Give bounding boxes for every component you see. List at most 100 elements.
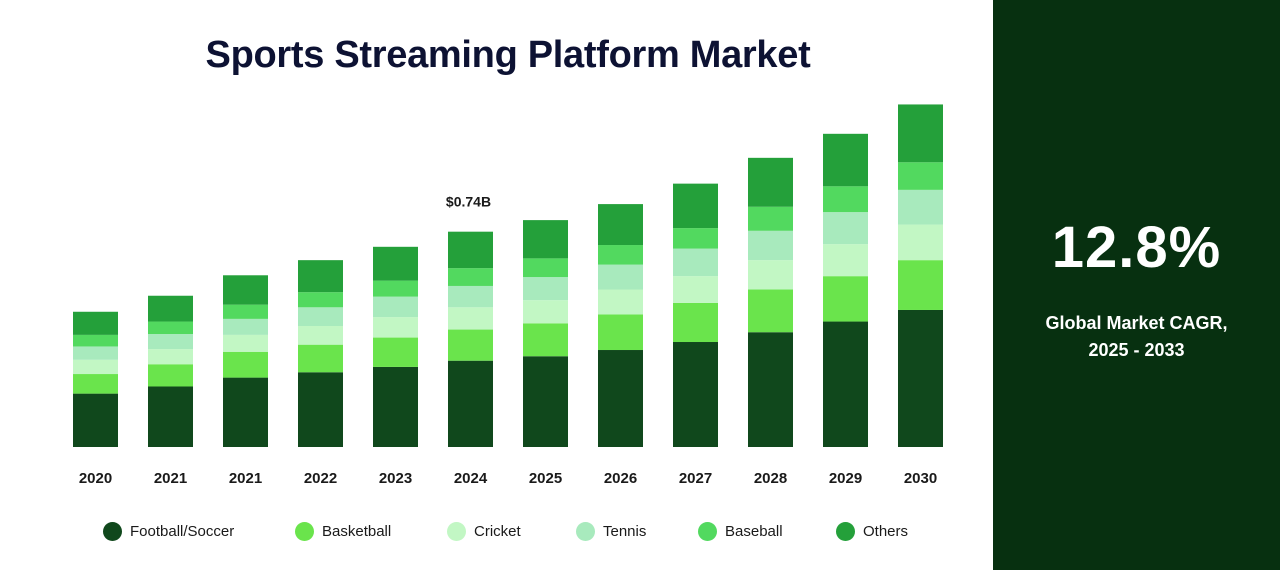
x-tick-label-4: 2023 <box>379 470 412 487</box>
x-tick-label-5: 2024 <box>454 470 488 487</box>
bar-segment-tennis-1 <box>148 334 193 350</box>
bar-segment-tennis-3 <box>298 307 343 326</box>
bar-segment-football-soccer-3 <box>298 372 343 447</box>
legend-swatch-others <box>836 521 855 541</box>
bar-segment-others-1 <box>148 295 193 322</box>
bar-segment-baseball-3 <box>298 292 343 308</box>
x-tick-label-11: 2030 <box>904 470 937 487</box>
stacked-bar-chart: 2020 2021 2021 2022 2023 2024 $0.74B 2025 2026 20… <box>73 104 943 487</box>
bar-segment-basketball-11 <box>898 260 943 310</box>
bar-segment-football-soccer-9 <box>748 332 793 447</box>
bar-segment-baseball-4 <box>373 280 418 297</box>
bar-segment-tennis-0 <box>73 346 118 360</box>
bar-segment-others-9 <box>748 157 793 207</box>
bar-segment-basketball-4 <box>373 337 418 367</box>
x-tick-label-1: 2021 <box>154 470 187 487</box>
bar-segment-tennis-10 <box>823 212 868 245</box>
legend-label-baseball: Baseball <box>725 522 783 540</box>
bar-segment-basketball-8 <box>673 302 718 343</box>
cagr-panel: 12.8% Global Market CAGR, 2025 - 2033 <box>993 0 1280 570</box>
bar-segment-cricket-6 <box>523 300 568 324</box>
bar-segment-others-10 <box>823 133 868 187</box>
legend-item-football-soccer: Football/Soccer <box>103 519 234 543</box>
bar-segment-football-soccer-11 <box>898 309 943 447</box>
bar-segment-football-soccer-0 <box>73 393 118 447</box>
bar-segment-cricket-9 <box>748 260 793 290</box>
legend-item-baseball: Baseball <box>698 519 783 543</box>
x-tick-label-3: 2022 <box>304 470 337 487</box>
cagr-value: 12.8% <box>1051 215 1222 280</box>
legend-item-tennis: Tennis <box>576 519 646 543</box>
bar-segment-tennis-7 <box>598 264 643 290</box>
bar-segment-others-2 <box>223 275 268 305</box>
bar-segment-basketball-2 <box>223 351 268 378</box>
bar-segment-others-4 <box>373 246 418 281</box>
bar-segment-basketball-1 <box>148 364 193 387</box>
x-tick-label-8: 2027 <box>679 470 712 487</box>
bar-segment-football-soccer-5 <box>448 360 493 447</box>
bar-segment-baseball-5 <box>448 268 493 286</box>
bar-segment-others-11 <box>898 104 943 163</box>
bar-segment-baseball-0 <box>73 334 118 347</box>
bar-segment-football-soccer-10 <box>823 321 868 447</box>
bar-segment-cricket-2 <box>223 334 268 352</box>
legend-label-football-soccer: Football/Soccer <box>130 522 235 540</box>
bar-segment-baseball-6 <box>523 258 568 278</box>
bar-annotation-5: $0.74B <box>446 194 491 210</box>
bar-segment-football-soccer-2 <box>223 377 268 447</box>
bar-segment-cricket-7 <box>598 289 643 315</box>
chart-legend: Football/Soccer Basketball Cricket Tennis Ba… <box>0 519 1000 543</box>
bar-segment-tennis-4 <box>373 296 418 318</box>
legend-label-cricket: Cricket <box>474 522 521 540</box>
bar-segment-basketball-6 <box>523 323 568 357</box>
bar-segment-baseball-10 <box>823 186 868 213</box>
bar-segment-cricket-11 <box>898 224 943 261</box>
bar-segment-cricket-4 <box>373 317 418 338</box>
bar-segment-baseball-9 <box>748 206 793 231</box>
legend-label-others: Others <box>863 522 909 540</box>
legend-swatch-basketball <box>295 521 314 541</box>
bar-segment-cricket-0 <box>73 359 118 375</box>
legend-item-basketball: Basketball <box>295 519 391 543</box>
bar-segment-football-soccer-6 <box>523 356 568 447</box>
bar-segment-baseball-2 <box>223 304 268 319</box>
x-tick-label-7: 2026 <box>604 470 637 487</box>
bar-segment-football-soccer-8 <box>673 342 718 447</box>
legend-item-others: Others <box>836 519 908 543</box>
bar-segment-others-0 <box>73 311 118 335</box>
bar-segment-baseball-11 <box>898 162 943 190</box>
bar-segment-others-8 <box>673 183 718 229</box>
bar-segment-tennis-2 <box>223 318 268 335</box>
bar-segment-tennis-11 <box>898 189 943 225</box>
x-tick-label-0: 2020 <box>79 470 112 487</box>
bar-segment-others-3 <box>298 260 343 293</box>
bar-segment-baseball-1 <box>148 321 193 335</box>
bar-segment-baseball-7 <box>598 245 643 265</box>
bar-segment-baseball-8 <box>673 228 718 249</box>
legend-swatch-tennis <box>576 521 595 541</box>
x-tick-label-10: 2029 <box>829 470 862 487</box>
x-tick-label-6: 2025 <box>529 470 562 487</box>
bar-segment-tennis-6 <box>523 277 568 301</box>
legend-item-cricket: Cricket <box>447 519 521 543</box>
bar-segment-football-soccer-1 <box>148 386 193 447</box>
bar-segment-basketball-3 <box>298 344 343 373</box>
bar-segment-basketball-10 <box>823 276 868 322</box>
legend-swatch-baseball <box>698 521 717 541</box>
chart-title: Sports Streaming Platform Market <box>205 34 811 76</box>
bar-segment-tennis-5 <box>448 285 493 308</box>
bar-segment-cricket-5 <box>448 307 493 330</box>
bar-segment-cricket-8 <box>673 276 718 303</box>
bar-segment-tennis-9 <box>748 230 793 261</box>
cagr-label-line1: Global Market CAGR, <box>1045 313 1228 333</box>
cagr-label-line2: 2025 - 2033 <box>1088 340 1185 360</box>
bar-segment-basketball-5 <box>448 329 493 361</box>
bar-segment-football-soccer-7 <box>598 350 643 447</box>
bar-segment-tennis-8 <box>673 248 718 277</box>
legend-label-basketball: Basketball <box>322 522 392 540</box>
bar-segment-others-6 <box>523 220 568 259</box>
x-tick-label-9: 2028 <box>754 470 787 487</box>
x-tick-label-2: 2021 <box>229 470 262 487</box>
legend-swatch-football-soccer <box>103 521 122 541</box>
bar-segment-cricket-10 <box>823 244 868 277</box>
